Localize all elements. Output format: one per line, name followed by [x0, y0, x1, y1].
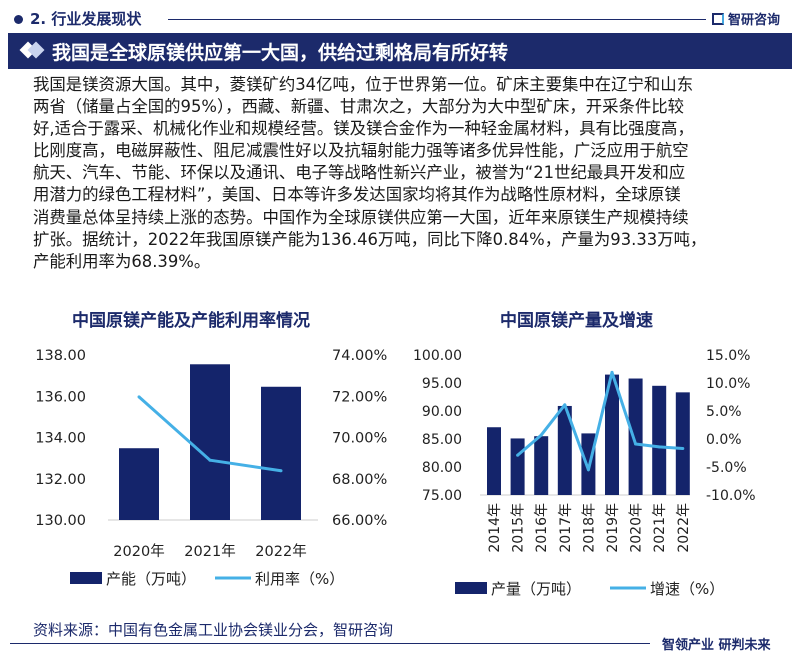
section-header: 2. 行业发展现状 智研咨询	[0, 4, 800, 32]
footer-divider	[10, 643, 650, 644]
x-tick: 2019年	[605, 503, 621, 553]
brand-logo: 智研咨询	[712, 9, 780, 28]
source-note: 资料来源：中国有色金属工业协会镁业分会，智研咨询	[33, 621, 394, 639]
x-tick: 2020年	[629, 503, 645, 553]
y-tick-right: 5.0%	[706, 404, 742, 420]
brand-name: 智研咨询	[728, 13, 781, 28]
x-tick: 2022年	[676, 503, 692, 553]
bar	[119, 448, 159, 520]
bar	[675, 392, 690, 495]
y-tick-right: -5.0%	[706, 460, 747, 476]
line-point	[634, 442, 638, 446]
body-line: 好,适合于露采、机械化作业和规模经营。镁及镁合金作为一种轻金属材料，具有比强度高…	[33, 119, 694, 139]
legend-label: 产量（万吨）	[491, 580, 581, 598]
chart-title-capacity: 中国原镁产能及产能利用率情况	[72, 311, 310, 331]
y-tick-left: 75.00	[422, 488, 462, 504]
line-point	[610, 370, 614, 374]
bar	[628, 378, 643, 495]
line-point	[563, 403, 567, 407]
body-line: 用潜力的绿色工程材料”，美国、日本等许多发达国家均将其作为战略性原材料，全球原镁	[33, 185, 681, 205]
bar	[605, 374, 619, 495]
bar	[557, 405, 572, 495]
line-point	[657, 445, 661, 449]
x-tick: 2020年	[113, 543, 164, 560]
y-tick-left: 134.00	[35, 431, 86, 447]
y-tick-left: 130.00	[35, 513, 86, 529]
legend-label: 增速（%）	[650, 580, 724, 598]
chart-title-output: 中国原镁产量及增速	[500, 311, 653, 331]
y-tick-right: 68.00%	[332, 472, 387, 488]
divider	[168, 19, 706, 20]
line-point	[137, 395, 141, 399]
x-tick: 2016年	[534, 503, 550, 553]
line-series	[516, 370, 683, 472]
x-tick: 2014年	[487, 503, 503, 553]
bullet-icon	[14, 15, 23, 24]
bar	[190, 364, 230, 520]
legend-bar-swatch	[455, 582, 487, 594]
section-title: 2. 行业发展现状	[30, 10, 142, 28]
y-tick-right: 74.00%	[332, 348, 387, 364]
x-tick: 2022年	[255, 543, 306, 560]
y-tick-left: 100.00	[413, 348, 462, 364]
body-line: 我国是镁资源大国。其中，菱镁矿约34亿吨，位于世界第一位。矿床主要集中在辽宁和山…	[33, 75, 694, 94]
y-tick-right: 0.0%	[706, 432, 742, 448]
line-point	[586, 468, 590, 472]
y-tick-right: 15.0%	[706, 348, 750, 364]
x-tick: 2015年	[511, 503, 527, 553]
y-tick-left: 80.00	[422, 460, 462, 476]
y-tick-left: 136.00	[35, 389, 86, 405]
legend-label: 利用率（%）	[255, 570, 344, 588]
line-point	[539, 433, 543, 437]
y-tick-right: 72.00%	[332, 389, 387, 405]
line-point	[279, 469, 283, 473]
body-line: 比刚度高，电磁屏蔽性、阻尼减震性好以及抗辐射能力强等诸多优异性能，广泛应用于航空	[33, 141, 689, 161]
bar	[487, 427, 501, 495]
bar	[261, 386, 301, 520]
body-line: 消费量总体呈持续上涨的态势。中国作为全球原镁供应第一大国，近年来原镁生产规模持续	[33, 207, 689, 227]
x-tick: 2017年	[558, 503, 574, 553]
y-tick-left: 90.00	[422, 404, 462, 420]
y-tick-left: 138.00	[35, 348, 86, 364]
body-line: 产能利用率为68.39%。	[33, 251, 211, 271]
y-tick-right: 10.0%	[706, 376, 750, 392]
page-title: 我国是全球原镁供应第一大国，供给过剩格局有所好转	[52, 42, 509, 64]
y-tick-right: -10.0%	[706, 488, 756, 504]
line-point	[516, 453, 520, 457]
x-tick: 2021年	[184, 543, 235, 560]
line-point	[681, 447, 685, 451]
bar	[510, 438, 525, 495]
x-tick: 2018年	[581, 503, 597, 553]
logo-icon	[712, 13, 724, 25]
y-tick-right: 70.00%	[332, 431, 387, 447]
title-bar: 我国是全球原镁供应第一大国，供给过剩格局有所好转	[8, 33, 792, 69]
line-point	[208, 458, 212, 462]
legend-bar-swatch	[70, 572, 102, 584]
bar	[534, 436, 549, 495]
body-line: 扩张。据统计，2022年我国原镁产能为136.46万吨，同比下降0.84%，产量…	[33, 229, 707, 249]
slogan: 智领产业 研判未来	[662, 638, 771, 653]
body-text: 我国是镁资源大国。其中，菱镁矿约34亿吨，位于世界第一位。矿床主要集中在辽宁和山…	[33, 74, 778, 273]
y-tick-left: 95.00	[422, 376, 462, 392]
y-tick-right: 66.00%	[332, 513, 387, 529]
bar	[652, 385, 667, 495]
legend-label: 产能（万吨）	[106, 570, 196, 588]
x-tick: 2021年	[652, 503, 668, 553]
body-line: 两省（储量占全国的95%），西藏、新疆、甘肃次之，大部分为大中型矿床，开采条件比…	[33, 97, 685, 117]
y-tick-left: 132.00	[35, 472, 86, 488]
body-line: 航天、汽车、节能、环保以及通讯、电子等战略性新兴产业，被誉为“21世纪最具开发和…	[33, 163, 686, 183]
y-tick-left: 85.00	[422, 432, 462, 448]
